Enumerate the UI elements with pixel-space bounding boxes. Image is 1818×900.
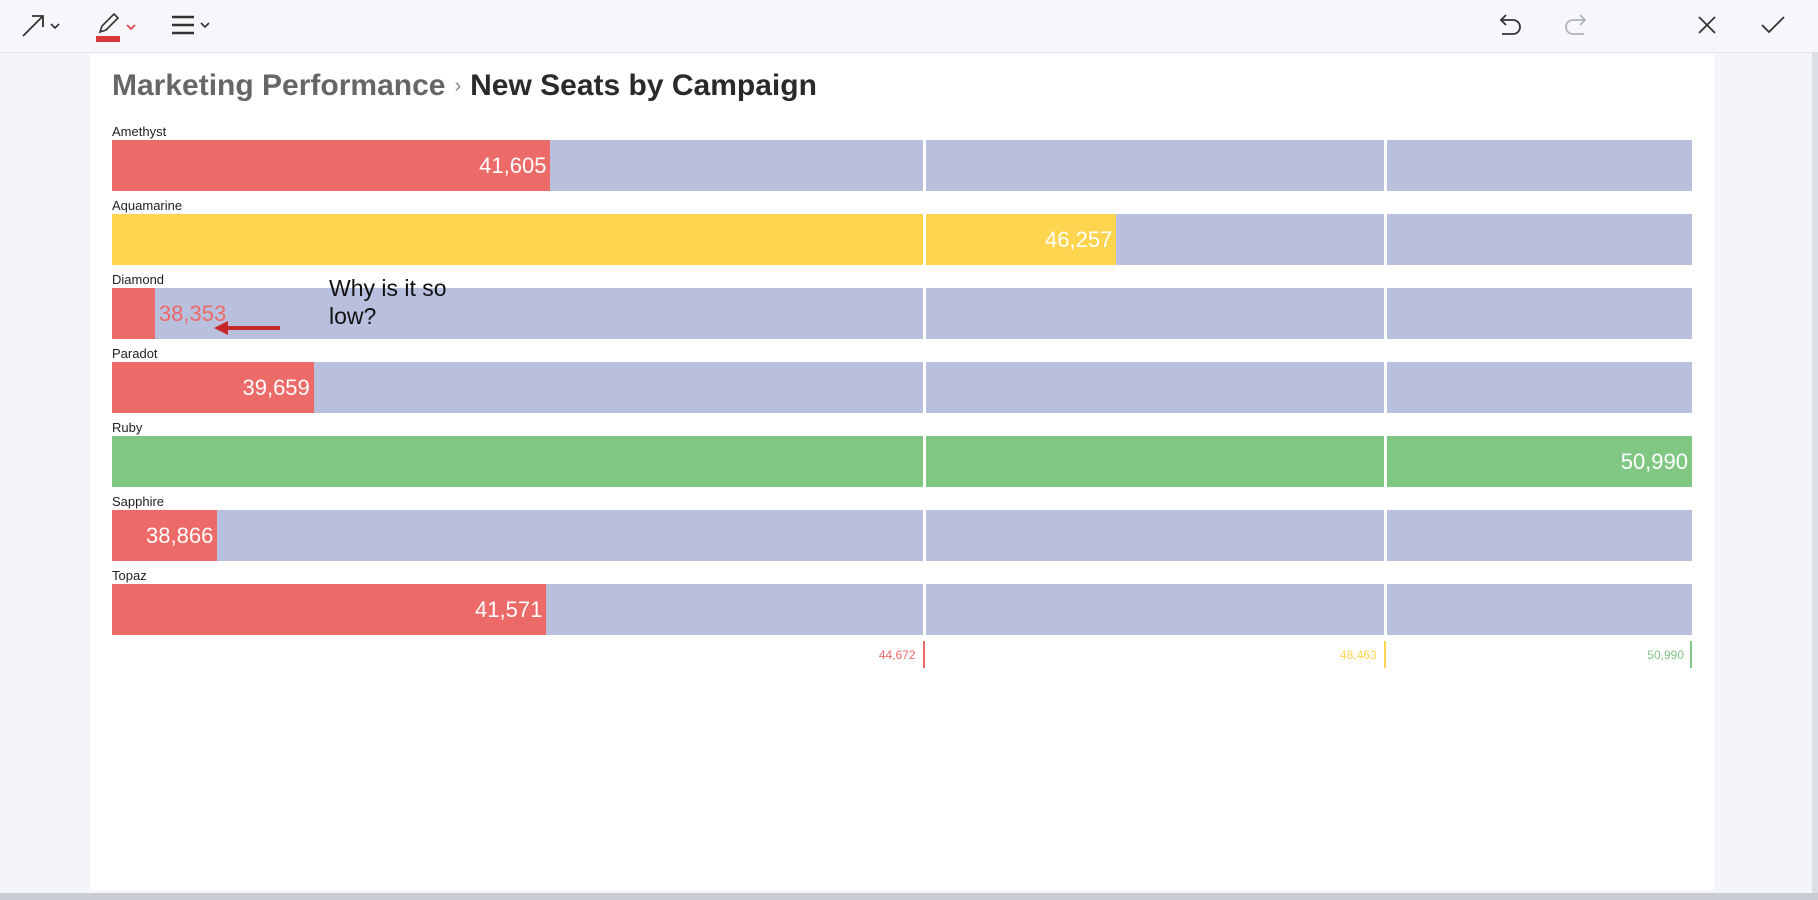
- threshold-label: 44,672: [878, 648, 916, 662]
- threshold-divider: [1383, 214, 1387, 265]
- bar-track[interactable]: 39,659: [112, 362, 1692, 413]
- redo-button[interactable]: [1562, 8, 1592, 42]
- pen-tool-button[interactable]: [94, 8, 140, 42]
- threshold-marker: [1690, 641, 1692, 668]
- threshold-divider: [1383, 362, 1387, 413]
- bar[interactable]: [112, 436, 1692, 487]
- data-label: 38,866: [146, 523, 214, 548]
- check-icon: [1761, 16, 1785, 34]
- threshold-label: 50,990: [1647, 648, 1684, 662]
- undo-icon: [1499, 14, 1521, 35]
- vertical-scrollbar[interactable]: [1812, 52, 1818, 893]
- arrow-tool-button[interactable]: [18, 8, 64, 42]
- threshold-divider: [1383, 288, 1387, 339]
- threshold-divider: [922, 436, 926, 487]
- bar[interactable]: [112, 140, 551, 191]
- breadcrumb-parent[interactable]: Marketing Performance: [112, 69, 446, 102]
- bar[interactable]: [112, 214, 1117, 265]
- data-label: 39,659: [242, 375, 310, 400]
- threshold-divider: [1383, 436, 1387, 487]
- threshold-divider: [1383, 584, 1387, 635]
- threshold-divider: [922, 362, 926, 413]
- annotation-toolbar: [0, 0, 1818, 53]
- page-title: New Seats by Campaign: [470, 69, 817, 102]
- bar[interactable]: [112, 288, 155, 339]
- close-icon: [1698, 16, 1716, 34]
- threshold-divider: [922, 288, 926, 339]
- horizontal-scrollbar[interactable]: [0, 893, 1818, 900]
- bar-track[interactable]: 50,990: [112, 436, 1692, 487]
- threshold-label: 48,463: [1339, 648, 1377, 662]
- data-label: 41,571: [475, 597, 543, 622]
- bar[interactable]: [112, 584, 547, 635]
- threshold-divider: [1383, 140, 1387, 191]
- confirm-button[interactable]: [1758, 8, 1788, 42]
- bar[interactable]: [112, 362, 314, 413]
- data-label: 38,353: [158, 301, 227, 326]
- category-label: Topaz: [112, 568, 147, 583]
- data-label: 41,605: [479, 153, 547, 178]
- menu-icon: [172, 15, 210, 35]
- threshold-divider: [922, 140, 926, 191]
- threshold-marker: [1383, 641, 1386, 668]
- category-label: Diamond: [112, 272, 165, 287]
- threshold-marker: [922, 641, 925, 668]
- annotation-note[interactable]: Why is it so low?: [329, 274, 447, 330]
- annotation-note-line: low?: [329, 303, 377, 329]
- bar-track[interactable]: 46,257: [112, 214, 1692, 265]
- bar-track[interactable]: 38,866: [112, 510, 1692, 561]
- category-label: Aquamarine: [112, 198, 183, 213]
- arrow-tool-icon: [22, 15, 60, 37]
- annotation-arrow-icon[interactable]: [212, 318, 284, 338]
- threshold-divider: [1383, 510, 1387, 561]
- category-label: Paradot: [112, 346, 158, 361]
- data-label: 46,257: [1045, 227, 1113, 252]
- pen-tool-icon: [96, 12, 136, 42]
- data-label: 50,990: [1620, 449, 1688, 474]
- redo-icon: [1565, 14, 1587, 35]
- category-label: Ruby: [112, 420, 143, 435]
- annotation-note-line: Why is it so: [329, 275, 447, 301]
- threshold-divider: [922, 510, 926, 561]
- threshold-divider: [922, 584, 926, 635]
- bar-track[interactable]: 41,605: [112, 140, 1692, 191]
- category-label: Sapphire: [112, 494, 165, 509]
- threshold-divider: [922, 214, 926, 265]
- breadcrumb: Marketing Performance › New Seats by Cam…: [112, 66, 817, 106]
- close-button[interactable]: [1692, 8, 1722, 42]
- menu-button[interactable]: [170, 8, 216, 42]
- bar[interactable]: [112, 510, 218, 561]
- bar-track[interactable]: 41,571: [112, 584, 1692, 635]
- category-label: Amethyst: [112, 124, 167, 139]
- bar-track[interactable]: 38,353: [112, 288, 1692, 339]
- undo-button[interactable]: [1494, 8, 1524, 42]
- breadcrumb-separator-icon: ›: [454, 74, 462, 97]
